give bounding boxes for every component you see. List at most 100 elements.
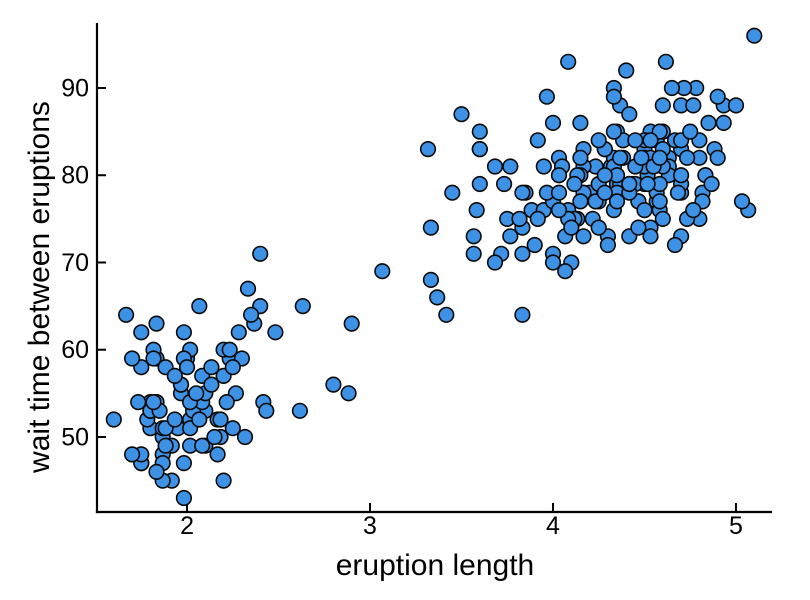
data-point [438,306,455,323]
data-point [468,202,485,219]
data-point [611,149,629,166]
data-point [496,175,513,193]
y-tick-label: 80 [61,162,89,190]
data-point [224,359,241,376]
data-point [733,193,751,210]
data-point [514,245,531,262]
data-point [654,97,671,114]
data-point [590,132,607,149]
data-point [374,263,391,280]
y-tick-label: 70 [61,249,89,277]
data-point [422,271,440,289]
data-point [258,402,275,419]
data-point [654,210,671,227]
data-point [422,219,440,236]
data-point [502,228,519,245]
data-point [572,149,589,166]
data-point [218,394,235,411]
data-point [486,254,504,271]
y-tick-label: 60 [61,336,89,364]
x-axis-title: eruption length [335,549,535,582]
data-point [148,315,165,332]
data-point [700,114,717,131]
data-point [191,298,208,315]
data-point [639,175,656,193]
data-point [294,298,311,315]
data-point [224,420,241,437]
data-point [572,193,589,210]
data-point [133,324,150,341]
data-point [550,167,568,184]
data-point [669,184,687,201]
data-point [444,184,461,201]
data-point [188,385,205,402]
data-point [596,167,613,184]
data-point [212,411,229,428]
data-point [575,228,592,245]
data-point [678,149,696,166]
data-point [529,210,546,227]
data-point [175,455,192,472]
data-point [651,193,668,210]
x-tick-label: 5 [729,512,743,540]
data-point [529,132,546,149]
data-point [178,359,196,376]
data-point [526,236,543,254]
data-point [429,289,446,306]
data-point [544,114,562,131]
data-point [325,376,342,393]
data-point [166,411,183,428]
data-point [105,411,122,428]
x-tick-label: 2 [180,512,194,540]
data-point [194,437,211,454]
data-point [590,219,607,236]
data-point [243,306,260,323]
data-point [471,141,488,158]
data-point [203,376,220,393]
data-point [608,193,626,210]
data-point [145,394,162,411]
data-point [502,158,519,175]
data-point [215,472,232,489]
data-point [618,62,635,79]
data-point [239,280,257,297]
data-point [672,167,690,184]
data-point [465,228,482,245]
data-point [605,88,623,105]
data-point [124,446,141,463]
data-point [157,437,174,454]
data-point [486,158,504,175]
data-point [191,411,208,428]
data-point [166,367,183,385]
data-point [148,463,165,481]
data-point [636,202,653,219]
data-point [572,114,589,131]
data-point [560,53,577,70]
data-point [633,149,650,166]
data-point [252,245,269,262]
data-point [175,489,192,507]
data-point [291,402,309,419]
data-point [175,324,192,341]
data-point [514,306,531,323]
data-point [727,97,745,114]
data-point [642,228,659,245]
data-point [117,306,135,323]
data-point [599,236,617,254]
data-point [685,202,702,219]
data-point [703,175,720,193]
data-point [538,88,556,105]
data-point [550,184,568,201]
data-point [621,106,638,123]
data-point [709,88,726,105]
x-tick-label: 3 [363,512,377,540]
data-point [563,219,580,236]
data-point [236,428,254,446]
data-point [267,324,284,341]
data-point [566,175,583,193]
data-point [666,236,684,254]
data-point [145,350,162,367]
data-point [550,202,568,219]
data-point [209,446,226,463]
